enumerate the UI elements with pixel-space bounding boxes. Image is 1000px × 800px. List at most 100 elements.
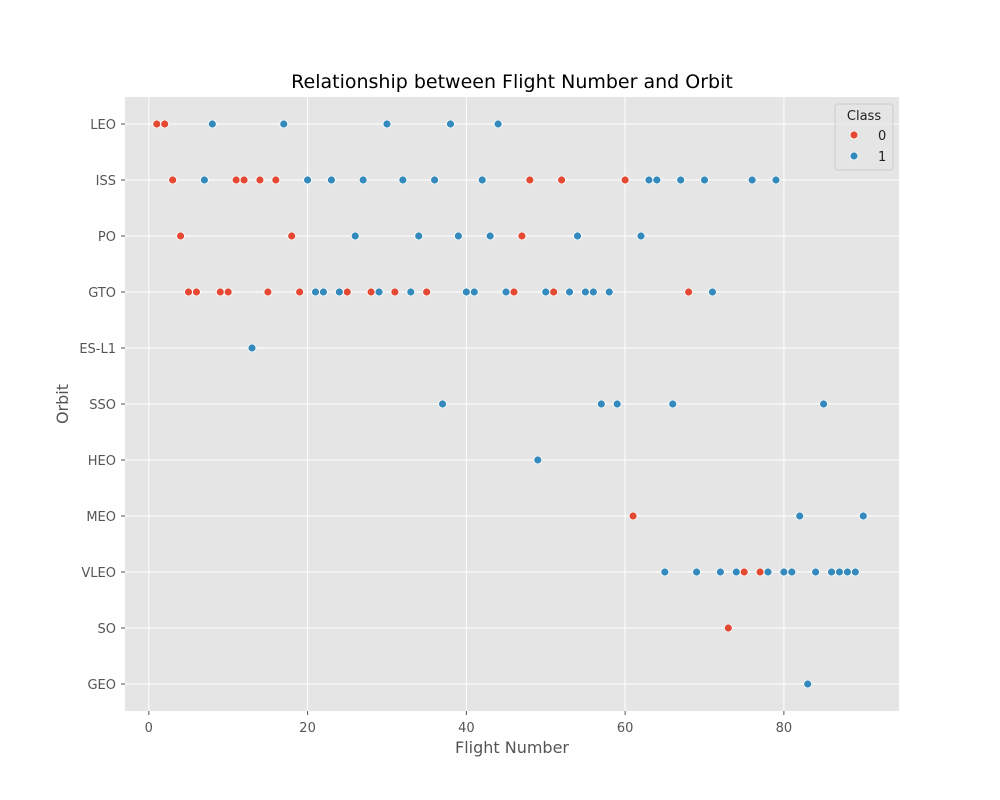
data-point-class-0: [739, 567, 749, 577]
data-point-class-1: [446, 119, 455, 129]
data-point-class-1: [469, 287, 479, 297]
data-point-class-1: [731, 567, 741, 577]
data-point-class-1: [795, 511, 805, 521]
data-point-class-1: [493, 119, 503, 129]
data-point-class-1: [850, 567, 860, 577]
data-point-class-1: [787, 567, 797, 577]
data-point-class-1: [430, 175, 440, 185]
data-point-class-1: [803, 679, 813, 689]
x-axis-ticks: 0 20 40 60 80: [145, 711, 792, 736]
data-point-class-1: [588, 287, 598, 297]
data-point-class-1: [581, 287, 590, 297]
data-point-class-0: [620, 175, 630, 185]
y-tick-label: MEO: [86, 510, 116, 525]
data-point-class-1: [644, 175, 654, 185]
data-point-class-0: [525, 175, 535, 185]
data-point-class-1: [485, 231, 495, 241]
data-point-class-1: [652, 175, 662, 185]
data-point-class-1: [573, 231, 582, 241]
data-point-class-0: [168, 175, 178, 185]
data-point-class-1: [676, 175, 686, 185]
data-point-class-0: [271, 175, 281, 185]
y-tick-label: LEO: [90, 118, 116, 133]
y-tick-label: GTO: [88, 286, 116, 301]
data-point-class-1: [247, 343, 257, 353]
x-tick-label: 20: [299, 721, 316, 736]
data-point-class-1: [438, 399, 447, 409]
data-point-class-1: [858, 511, 868, 521]
x-tick-label: 60: [617, 721, 634, 736]
data-point-class-0: [255, 175, 265, 185]
data-point-class-1: [541, 287, 551, 297]
y-axis-ticks: LEO ISS PO GTO ES-L1 SSO HEO MEO VLEO SO GEO: [79, 118, 125, 693]
data-point-class-1: [350, 231, 360, 241]
data-point-class-0: [184, 287, 193, 297]
x-tick-label: 40: [458, 721, 475, 736]
y-tick-label: VLEO: [81, 566, 116, 581]
data-point-class-1: [406, 287, 416, 297]
data-point-class-1: [533, 455, 543, 465]
data-point-class-1: [398, 175, 408, 185]
data-point-class-1: [819, 399, 828, 409]
data-point-class-1: [692, 567, 701, 577]
legend-marker-1: [849, 151, 859, 161]
data-point-class-1: [708, 287, 717, 297]
data-point-class-0: [176, 231, 185, 241]
data-point-class-0: [231, 175, 241, 185]
data-point-class-1: [747, 175, 757, 185]
data-point-class-0: [517, 231, 527, 241]
data-point-class-1: [358, 175, 368, 185]
data-point-class-0: [422, 287, 432, 297]
data-point-class-1: [827, 567, 836, 577]
data-point-class-1: [303, 175, 312, 185]
data-point-class-0: [628, 511, 638, 521]
gridlines: [125, 97, 899, 711]
legend-frame: [834, 103, 894, 171]
data-point-class-0: [152, 119, 162, 129]
data-point-class-0: [295, 287, 305, 297]
data-point-class-1: [715, 567, 725, 577]
data-point-class-0: [160, 119, 170, 129]
legend-label-0: 0: [878, 129, 886, 144]
data-point-class-1: [477, 175, 487, 185]
y-tick-label: PO: [98, 230, 116, 245]
y-tick-label: SO: [98, 622, 116, 637]
data-point-class-1: [326, 175, 336, 185]
data-point-class-1: [612, 399, 622, 409]
data-point-class-1: [334, 287, 344, 297]
data-point-class-1: [660, 567, 670, 577]
data-point-class-1: [811, 567, 821, 577]
data-point-class-0: [215, 287, 225, 297]
y-tick-label: ISS: [96, 174, 116, 189]
data-point-class-1: [771, 175, 781, 185]
data-point-class-0: [755, 567, 765, 577]
y-axis-label: Orbit: [53, 384, 72, 424]
data-point-class-1: [843, 567, 852, 577]
data-point-class-1: [319, 287, 328, 297]
data-point-class-0: [342, 287, 352, 297]
y-tick-label: HEO: [88, 454, 116, 469]
data-point-class-1: [835, 567, 844, 577]
data-point-class-0: [390, 287, 400, 297]
data-point-class-0: [509, 287, 519, 297]
data-point-class-1: [668, 399, 678, 409]
data-point-class-0: [192, 287, 201, 297]
data-point-class-0: [557, 175, 567, 185]
legend-marker-0: [849, 130, 859, 140]
data-point-class-0: [263, 287, 273, 297]
data-point-class-1: [700, 175, 709, 185]
x-axis-label: Flight Number: [455, 738, 569, 757]
data-point-class-1: [199, 175, 209, 185]
data-point-class-1: [501, 287, 511, 297]
data-point-class-1: [636, 231, 646, 241]
data-point-class-1: [414, 231, 424, 241]
data-point-class-1: [279, 119, 289, 129]
data-point-class-0: [684, 287, 694, 297]
y-tick-label: GEO: [87, 678, 116, 693]
x-tick-label: 80: [776, 721, 793, 736]
data-points: [152, 119, 868, 689]
data-point-class-0: [223, 287, 233, 297]
data-point-class-1: [596, 399, 606, 409]
y-tick-label: ES-L1: [79, 342, 116, 357]
